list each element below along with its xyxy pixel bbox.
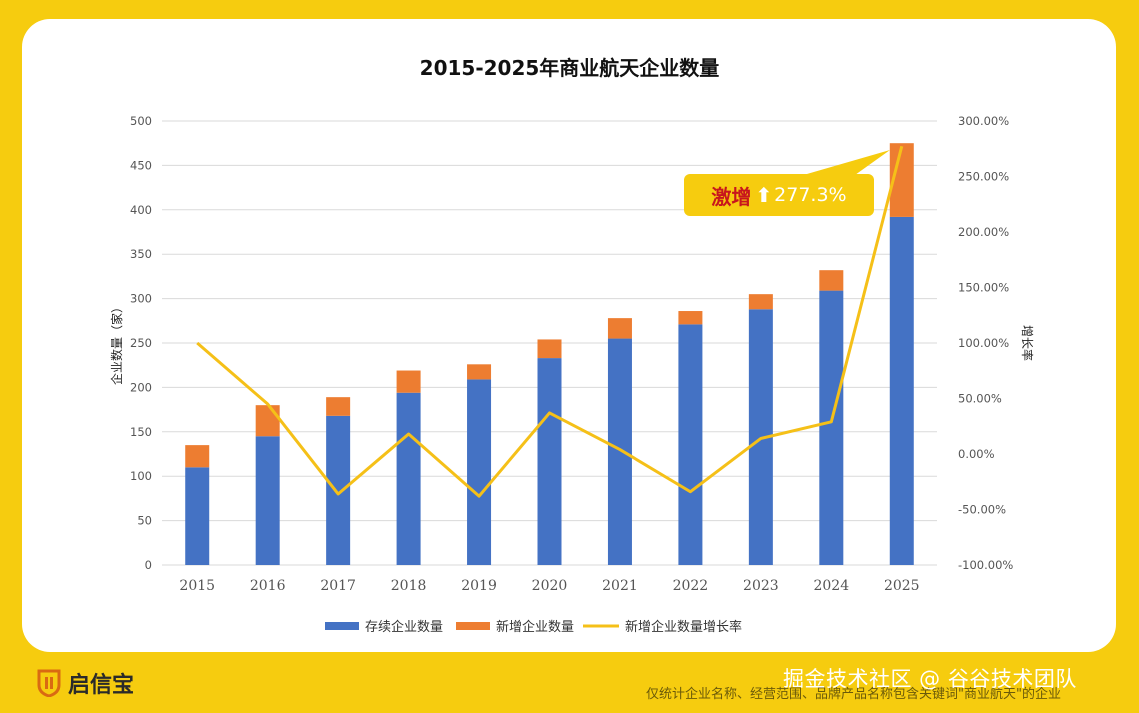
y2-axis-label: 增长率 [1020, 325, 1035, 361]
bar-existing [467, 379, 492, 565]
x-tick-label: 2017 [320, 578, 356, 594]
bar-existing [185, 467, 210, 565]
y-axis-label: 企业数量（家） [109, 301, 124, 385]
y-tick-label: 200 [130, 380, 152, 394]
y2-tick-label: 300.00% [958, 114, 1009, 128]
x-tick-label: 2020 [532, 578, 568, 594]
callout-pointer [800, 150, 890, 180]
y2-tick-label: 0.00% [958, 447, 995, 461]
y2-tick-label: -100.00% [958, 558, 1013, 572]
y2-tick-label: 50.00% [958, 392, 1002, 406]
x-tick-label: 2025 [884, 578, 920, 594]
y2-tick-label: 100.00% [958, 336, 1009, 350]
y2-tick-label: 250.00% [958, 170, 1009, 184]
legend-swatch [456, 622, 490, 630]
x-tick-label: 2022 [673, 578, 709, 594]
y-tick-label: 450 [130, 158, 152, 172]
growth-callout: 激增 ⬆ 277.3% [684, 174, 874, 216]
x-tick-label: 2021 [602, 578, 638, 594]
bar-existing [255, 436, 280, 565]
footnote: 仅统计企业名称、经营范围、品牌产品名称包含关键词"商业航天"的企业 [646, 687, 1061, 702]
legend-label: 存续企业数量 [365, 619, 443, 635]
x-tick-label: 2023 [743, 578, 779, 594]
y-tick-label: 0 [145, 558, 152, 572]
y-tick-label: 100 [130, 469, 152, 483]
bar-new [185, 445, 210, 468]
y-tick-label: 400 [130, 203, 152, 217]
brand-logo: 启信宝 [36, 667, 134, 699]
legend: 存续企业数量 新增企业数量 新增企业数量增长率 [325, 619, 742, 635]
bar-existing [326, 415, 351, 565]
y2-tick-label: 200.00% [958, 225, 1009, 239]
callout-word: 激增 [711, 184, 752, 209]
logo-text: 启信宝 [68, 673, 135, 698]
shield-logo-icon [37, 669, 61, 697]
up-arrow-icon: ⬆ [755, 183, 773, 207]
bar-existing [396, 392, 421, 565]
bar-new [326, 397, 351, 416]
y-tick-label: 350 [130, 247, 152, 261]
x-tick-label: 2019 [461, 578, 497, 594]
bar-new [255, 405, 280, 437]
bar-existing [819, 290, 844, 565]
y2-tick-label: -50.00% [958, 503, 1006, 517]
x-tick-label: 2015 [179, 578, 215, 594]
legend-swatch [325, 622, 359, 630]
bar-new [607, 318, 632, 339]
bar-existing [889, 216, 914, 566]
x-tick-label: 2016 [250, 578, 286, 594]
bar-new [396, 370, 421, 393]
chart-title: 2015-2025年商业航天企业数量 [419, 56, 720, 80]
bar-new [678, 311, 703, 325]
x-tick-label: 2018 [391, 578, 427, 594]
growth-rate-line [196, 145, 904, 498]
y-tick-label: 50 [137, 514, 152, 528]
bar-new [537, 339, 562, 359]
legend-label: 新增企业数量 [496, 619, 574, 635]
legend-label: 新增企业数量增长率 [625, 619, 742, 635]
bar-new [467, 364, 492, 380]
y-tick-label: 500 [130, 114, 152, 128]
y-tick-label: 150 [130, 425, 152, 439]
bar-new [819, 270, 844, 291]
y2-tick-label: 150.00% [958, 281, 1009, 295]
bar-existing [537, 358, 562, 565]
bar-existing [678, 324, 703, 565]
bar-new [748, 294, 773, 310]
y-tick-label: 300 [130, 292, 152, 306]
watermark: 掘金技术社区 @ 谷谷技术团队 [783, 667, 1077, 691]
x-tick-label: 2024 [813, 578, 849, 594]
callout-value: 277.3% [774, 184, 847, 206]
bar-existing [607, 338, 632, 565]
y-tick-label: 250 [130, 336, 152, 350]
